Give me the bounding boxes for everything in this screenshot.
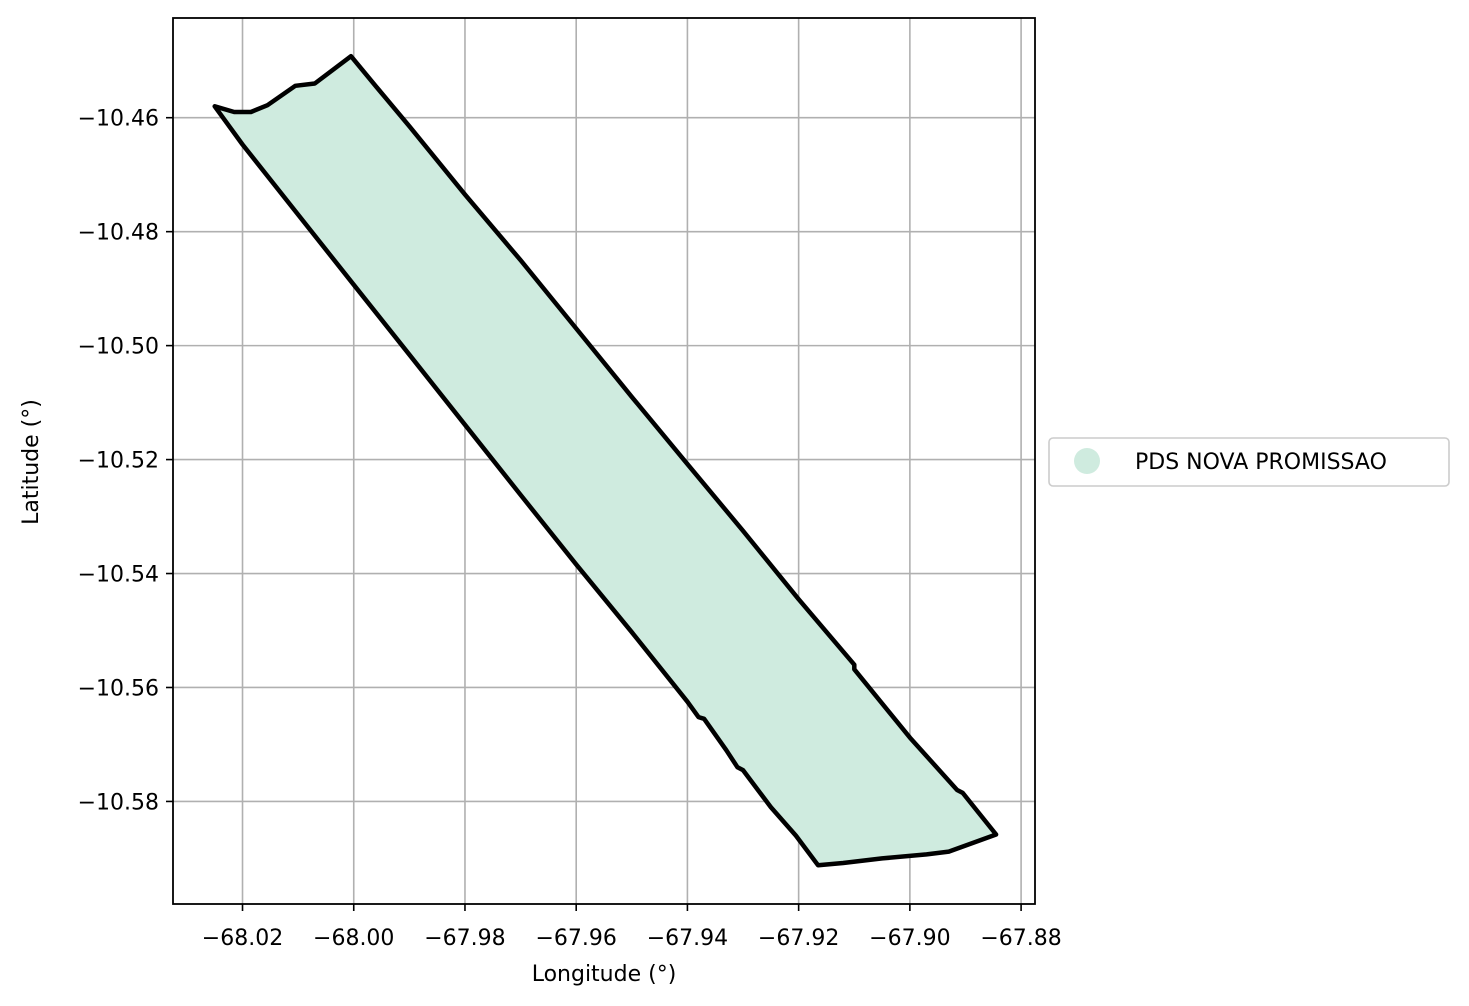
x-tick-label: −67.98: [424, 926, 505, 951]
legend-marker: [1074, 448, 1100, 474]
x-tick-label: −68.00: [313, 926, 394, 951]
x-tick-label: −67.88: [980, 926, 1061, 951]
x-tick-label: −67.96: [535, 926, 616, 951]
y-tick-label: −10.54: [78, 563, 159, 588]
y-tick-label: −10.46: [78, 107, 159, 132]
legend[interactable]: PDS NOVA PROMISSAO: [1048, 437, 1450, 487]
x-tick-label: −67.92: [758, 926, 839, 951]
region-polygon-pds-nova-promissao[interactable]: [212, 53, 999, 868]
x-tick-label: −67.90: [869, 926, 950, 951]
y-tick-label: −10.48: [78, 221, 159, 246]
legend-frame: [1048, 437, 1450, 487]
y-tick-label: −10.58: [78, 790, 159, 815]
y-axis-ticks: −10.46 −10.48 −10.50 −10.52 −10.54 −10.56 −10.…: [78, 107, 173, 815]
y-tick-label: −10.52: [78, 449, 159, 474]
polygon-layer: [212, 53, 999, 868]
x-tick-label: −68.02: [202, 926, 283, 951]
legend-label: PDS NOVA PROMISSAO: [1135, 450, 1387, 475]
x-axis-ticks: −68.02 −68.00 −67.98 −67.96 −67.94 −67.92 −67.…: [202, 904, 1062, 951]
x-axis-title: Longitude (°): [532, 962, 677, 987]
y-tick-label: −10.56: [78, 676, 159, 701]
axes-frame: [172, 17, 1036, 905]
y-axis-title: Latitude (°): [19, 399, 44, 525]
x-tick-label: −67.94: [647, 926, 728, 951]
y-tick-label: −10.50: [78, 335, 159, 360]
